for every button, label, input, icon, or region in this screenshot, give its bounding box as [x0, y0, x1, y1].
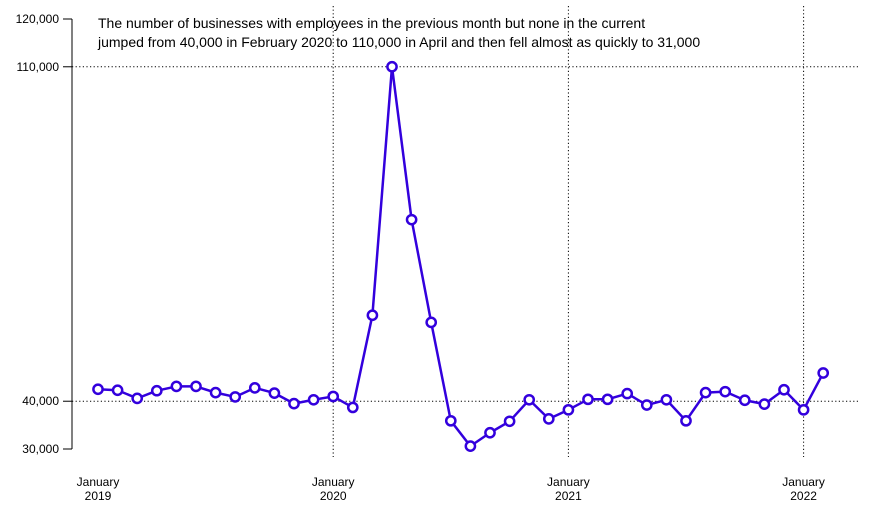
- y-tick-label: 110,000: [17, 60, 60, 74]
- data-point: [484, 426, 496, 439]
- data-point: [523, 393, 536, 406]
- chart-annotation: The number of businesses with employees …: [97, 15, 700, 50]
- x-tick-label-month: January: [547, 475, 590, 489]
- data-point: [640, 399, 653, 411]
- data-point: [738, 394, 751, 407]
- data-point: [307, 393, 320, 406]
- annotation-line-2: jumped from 40,000 in February 2020 to 1…: [97, 34, 700, 50]
- data-point: [562, 403, 575, 416]
- data-point: [111, 384, 124, 397]
- series-line: [97, 65, 825, 448]
- data-point: [503, 415, 516, 428]
- data-point: [288, 397, 300, 410]
- data-point: [190, 380, 202, 393]
- data-point: [582, 393, 594, 406]
- series: [92, 60, 830, 452]
- x-tick-label-month: January: [312, 475, 355, 489]
- annotation-line-1: The number of businesses with employees …: [98, 15, 645, 31]
- x-tick-label-year: 2021: [555, 489, 582, 503]
- data-point: [150, 384, 163, 397]
- data-point: [92, 383, 104, 396]
- data-point: [621, 387, 634, 400]
- data-point: [542, 413, 555, 425]
- data-point: [386, 60, 398, 73]
- y-tick-label: 120,000: [16, 12, 60, 26]
- data-point: [797, 403, 810, 416]
- data-point: [758, 398, 771, 410]
- data-point: [248, 381, 261, 394]
- x-tick-label-year: 2019: [85, 489, 112, 503]
- data-point: [699, 386, 712, 399]
- x-tick-label-month: January: [77, 475, 120, 489]
- x-tick-labels: January2019January2020January2021January…: [77, 475, 825, 503]
- data-point: [170, 380, 183, 393]
- data-point: [817, 367, 830, 379]
- x-tick-label-month: January: [782, 475, 825, 489]
- data-point: [405, 213, 418, 226]
- y-tick-label: 30,000: [22, 442, 59, 456]
- gridlines: [72, 6, 858, 457]
- data-point: [327, 390, 340, 403]
- data-point: [366, 309, 379, 322]
- y-tick-label: 40,000: [22, 394, 59, 408]
- data-point: [464, 440, 477, 452]
- data-point: [425, 316, 438, 329]
- data-point: [229, 391, 242, 403]
- data-point: [660, 393, 673, 406]
- data-point: [268, 387, 281, 399]
- x-tick-label-year: 2022: [790, 489, 817, 503]
- data-point: [131, 392, 144, 405]
- data-point: [719, 385, 732, 398]
- data-point: [346, 401, 359, 414]
- y-tick-labels: 30,000 40,000 110,000 120,000: [16, 12, 72, 456]
- data-point: [601, 393, 614, 406]
- data-point: [680, 414, 692, 427]
- x-tick-label-year: 2020: [320, 489, 347, 503]
- data-point: [778, 383, 790, 396]
- data-point: [209, 386, 222, 399]
- data-point: [444, 414, 457, 427]
